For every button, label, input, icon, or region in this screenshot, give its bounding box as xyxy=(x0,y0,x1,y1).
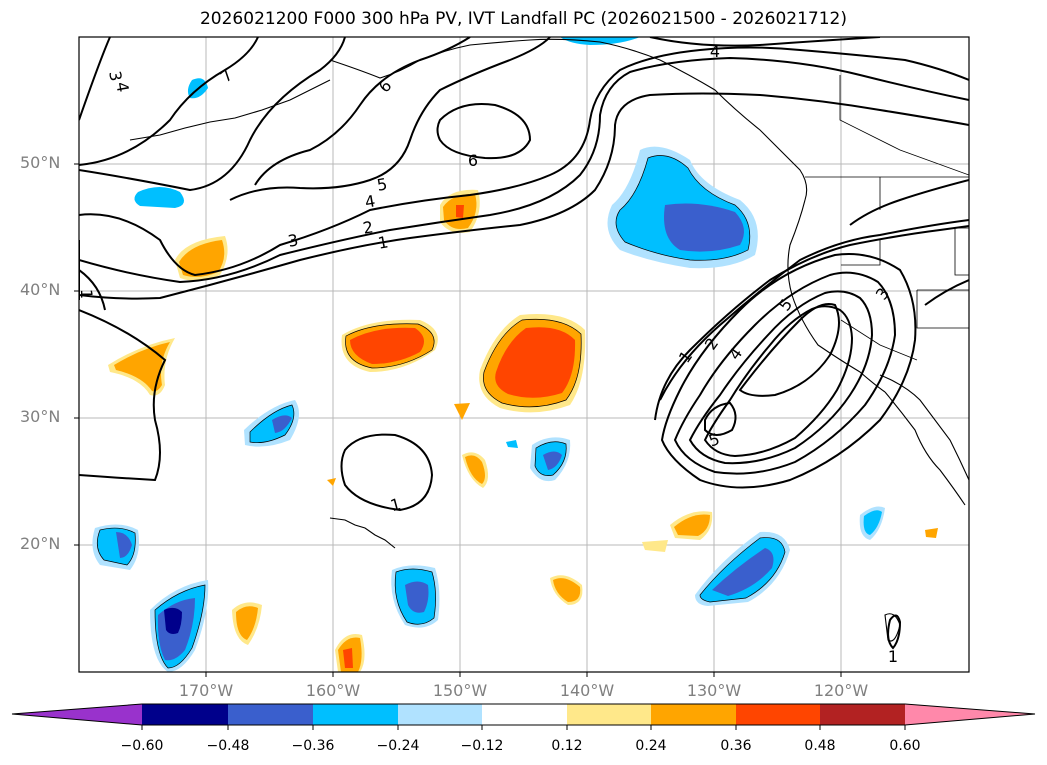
map-title: 2026021200 F000 300 hPa PV, IVT Landfall… xyxy=(199,9,847,29)
contour-label: 2 xyxy=(361,217,374,237)
alaska-coast xyxy=(329,38,808,201)
pv-negative-top xyxy=(560,37,640,45)
colorbar-tick-label: −0.48 xyxy=(206,738,250,754)
contour-label: 1 xyxy=(388,494,403,515)
lon-label-160w: 160°W xyxy=(305,681,361,700)
pv-positive-central-west xyxy=(341,319,438,372)
lon-label-120w: 120°W xyxy=(813,681,869,700)
colorbar-bin-5 xyxy=(482,704,567,725)
colorbar-bin-4 xyxy=(398,704,482,725)
pv-negative-small xyxy=(506,440,518,448)
hawaii xyxy=(329,517,396,549)
pv-positive-small-1 xyxy=(454,403,470,420)
gridlines xyxy=(79,37,969,672)
colorbar-tick-label: 0.24 xyxy=(635,738,667,754)
lon-label-150w: 150°W xyxy=(432,681,488,700)
contour-label: 6 xyxy=(468,151,478,170)
colorbar-tick-label: 0.36 xyxy=(720,738,752,754)
pv-negative-southeast xyxy=(695,531,790,606)
pv-positive-small-7 xyxy=(925,528,938,538)
contour-label: 4 xyxy=(112,80,132,93)
lon-label-170w: 170°W xyxy=(178,681,234,700)
colorbar-bin-1 xyxy=(142,704,228,725)
colorbar-bin-3 xyxy=(313,704,398,725)
pv-fill-outlines xyxy=(96,155,786,669)
colorbar-tick-label: −0.60 xyxy=(120,738,164,754)
lat-label-20n: 20°N xyxy=(20,534,61,553)
pv-positive-small-2 xyxy=(462,452,489,488)
colorbar-tick-label: −0.12 xyxy=(460,738,504,754)
contour-label: 1 xyxy=(376,232,389,252)
pv-anomaly-fills xyxy=(92,37,938,672)
contour-1-closed xyxy=(340,433,434,512)
contour-label: 3 xyxy=(286,230,299,250)
colorbar-bin-6 xyxy=(567,704,651,725)
colorbar-bin-9 xyxy=(820,704,905,725)
pv-positive-small-8 xyxy=(327,478,336,486)
contour-label: 1 xyxy=(77,289,96,299)
axis-ticks xyxy=(74,163,842,677)
pv-negative-central xyxy=(530,437,571,482)
coastlines xyxy=(129,38,969,642)
colorbar-tick-label: −0.24 xyxy=(376,738,420,754)
lon-label-130w: 130°W xyxy=(686,681,742,700)
pv-negative-south-central xyxy=(391,565,440,628)
aleutians xyxy=(129,79,331,141)
colorbar-bin-2 xyxy=(228,704,313,725)
pv-negative-east-small xyxy=(859,506,885,540)
colorbar-tick-label: 0.48 xyxy=(804,738,836,754)
pv-negative-southwest xyxy=(150,580,209,672)
colorbar-tick-label: 0.12 xyxy=(551,738,583,754)
pv-negative-gulf-alaska xyxy=(607,146,758,269)
map-frame xyxy=(78,36,970,673)
colorbar-bin-7 xyxy=(651,704,736,725)
contour-5-inner xyxy=(738,303,840,397)
baja-coast xyxy=(884,391,966,506)
pv-negative-aleutian xyxy=(134,187,184,208)
borders xyxy=(805,75,969,361)
colorbar xyxy=(11,703,1036,730)
pv-positive-central-east xyxy=(479,314,586,413)
pv-positive-small-5 xyxy=(232,602,262,645)
mexico-coast xyxy=(879,374,969,481)
pv-positive-small-6 xyxy=(335,634,365,672)
pv-negative-west-sub xyxy=(92,524,139,570)
pv-positive-small-3 xyxy=(550,575,583,605)
pv-positive-small-4 xyxy=(642,511,713,552)
contour-label: 4 xyxy=(363,191,376,211)
colorbar-tick-label: −0.36 xyxy=(291,738,335,754)
lat-label-50n: 50°N xyxy=(20,153,61,172)
contour-label: 4 xyxy=(710,42,720,61)
lat-label-40n: 40°N xyxy=(20,280,61,299)
colorbar-over-triangle xyxy=(905,704,1035,725)
contour-1-south xyxy=(887,614,902,650)
contour-label: 1 xyxy=(888,647,898,666)
colorbar-bin-8 xyxy=(736,704,820,725)
ivt-contours xyxy=(79,37,969,650)
lat-label-30n: 30°N xyxy=(20,407,61,426)
colorbar-tick-label: 0.60 xyxy=(889,738,921,754)
contour-6-closed xyxy=(436,103,532,160)
colorbar-under-triangle xyxy=(12,704,142,725)
pv-positive-far-west xyxy=(108,338,175,396)
pv-positive-west xyxy=(175,236,228,281)
lon-label-140w: 140°W xyxy=(559,681,615,700)
contour-label: 3 xyxy=(105,69,125,82)
contour-label: 5 xyxy=(375,174,388,194)
